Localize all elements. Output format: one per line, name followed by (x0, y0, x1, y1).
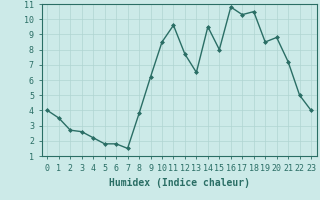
X-axis label: Humidex (Indice chaleur): Humidex (Indice chaleur) (109, 178, 250, 188)
